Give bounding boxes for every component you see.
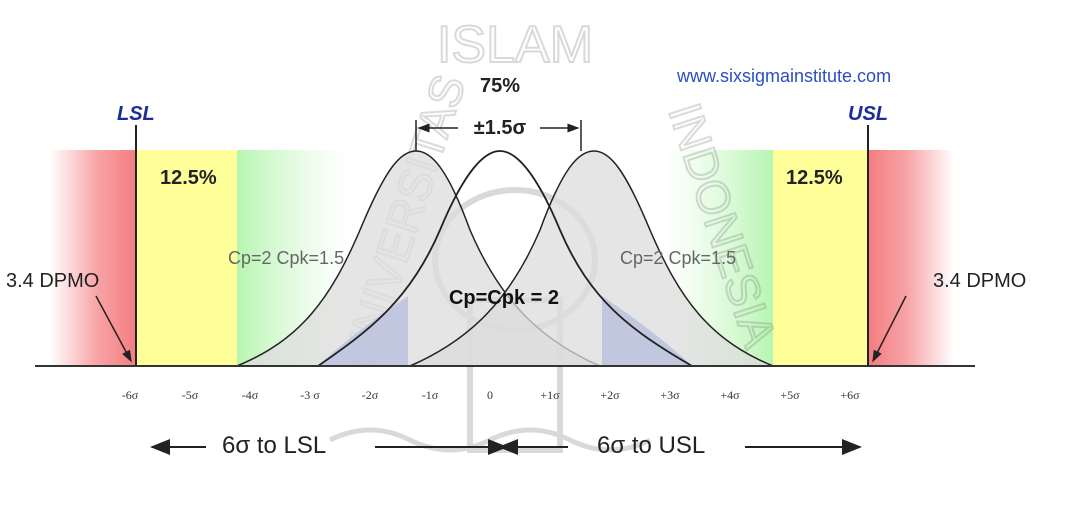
website-label: www.sixsigmainstitute.com	[676, 66, 891, 86]
axis-tick-label: +3σ	[660, 388, 680, 402]
axis-tick-label: -6σ	[122, 388, 139, 402]
distribution-curves	[236, 150, 774, 367]
left-tail-percent: 12.5%	[160, 167, 217, 189]
dpmo-arrow-left	[95, 295, 132, 363]
yellow-band-left	[136, 150, 237, 366]
center-percent: 75%	[480, 75, 520, 97]
axis-tick-label: +6σ	[840, 388, 860, 402]
axis-tick-label: -3 σ	[300, 388, 320, 402]
axis-tick-label: -4σ	[242, 388, 259, 402]
lsl-label: LSL	[117, 103, 155, 125]
axis-tick-label: -2σ	[362, 388, 379, 402]
center-curve-label: Cp=Cpk = 2	[449, 287, 559, 309]
right-dpmo-label: 3.4 DPMO	[933, 270, 1026, 292]
axis-tick-label: +1σ	[540, 388, 560, 402]
shift-label: ±1.5σ	[474, 117, 527, 139]
axis-tick-label: -5σ	[182, 388, 199, 402]
to-lsl-label: 6σ to LSL	[222, 432, 326, 459]
right-shifted-curve	[409, 150, 774, 367]
left-dpmo-label: 3.4 DPMO	[6, 270, 99, 292]
yellow-band-right	[773, 150, 868, 366]
red-band-left	[50, 150, 136, 366]
dpmo-arrow-right	[872, 295, 907, 363]
axis-tick-label: -1σ	[422, 388, 439, 402]
red-band-right	[868, 150, 954, 366]
axis-tick-label: +4σ	[720, 388, 740, 402]
axis-tick-label: 0	[487, 388, 493, 402]
background-bands	[50, 150, 954, 366]
usl-label: USL	[848, 103, 888, 125]
to-usl-label: 6σ to USL	[597, 432, 705, 459]
axis-tick-label: +5σ	[780, 388, 800, 402]
center-curve	[317, 150, 693, 367]
shift-bracket	[415, 120, 582, 151]
axis-tick-labels: -6σ -5σ -4σ -3 σ -2σ -1σ 0 +1σ +2σ +3σ +4σ +5σ +6σ	[122, 388, 860, 402]
left-curve-label: Cp=2 Cpk=1.5	[228, 248, 344, 268]
axis-tick-label: +2σ	[600, 388, 620, 402]
right-curve-label: Cp=2 Cpk=1.5	[620, 248, 736, 268]
right-tail-percent: 12.5%	[786, 167, 843, 189]
watermark-top-text: ISLAM	[437, 16, 593, 74]
